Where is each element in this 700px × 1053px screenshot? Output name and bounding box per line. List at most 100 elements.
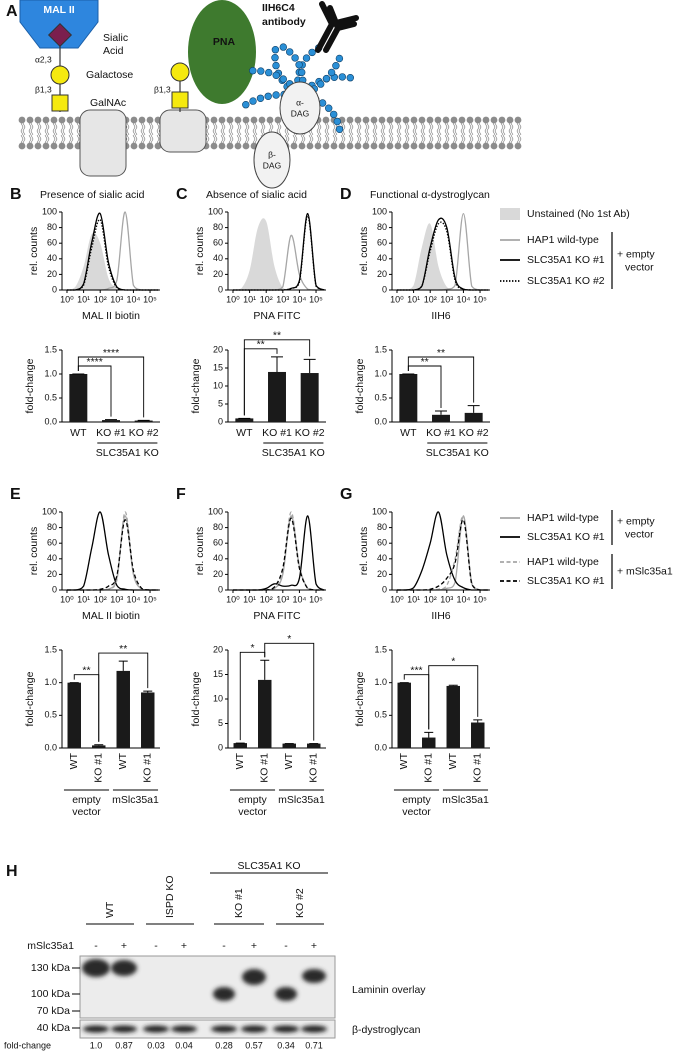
lipid-tail <box>332 122 338 144</box>
marker-label: 130 kDa <box>31 962 70 974</box>
lipid-head <box>34 142 42 150</box>
significance-label: * <box>287 633 291 645</box>
significance-label: **** <box>86 356 102 368</box>
x-axis-label: IIH6 <box>431 610 450 622</box>
x-tick-label: 10⁴ <box>456 294 470 304</box>
legend-label: HAP1 wild-type <box>527 556 599 568</box>
glycan-bead <box>298 68 306 77</box>
histogram-line <box>397 212 489 291</box>
y-tick-label: 5 <box>218 398 223 408</box>
band <box>213 987 235 1001</box>
error-bar <box>271 356 283 372</box>
y-tick-label: 100 <box>372 206 387 216</box>
x-tick-label: KO #1 <box>93 753 105 783</box>
lipid-head <box>210 116 218 124</box>
lipid-head <box>370 116 378 124</box>
y-tick-label: 60 <box>377 238 387 248</box>
lipid-head <box>130 142 138 150</box>
blot-label: Laminin overlay <box>352 984 426 996</box>
glycan-bead <box>272 61 280 70</box>
treatment-sign: + <box>251 940 257 952</box>
alpha-dag-label: DAG <box>291 108 309 118</box>
lipid-head <box>362 116 370 124</box>
y-tick-label: 100 <box>42 206 57 216</box>
lipid-tail <box>316 122 322 144</box>
bar <box>300 373 319 422</box>
sialic-acid <box>47 22 73 48</box>
lipid-head <box>394 142 402 150</box>
pna-label: PNA <box>213 36 236 48</box>
bar <box>432 414 450 422</box>
lipid-head <box>18 116 26 124</box>
x-tick-label: 10² <box>94 294 107 304</box>
error-bar <box>303 358 316 374</box>
histogram-area <box>233 218 325 290</box>
fold-change-value: 0.71 <box>305 1040 323 1050</box>
x-tick-label: 10³ <box>276 594 289 604</box>
legend-bracket-label: + empty <box>617 515 655 527</box>
band <box>171 1025 197 1033</box>
x-tick-label: KO #1 <box>423 753 435 783</box>
x-tick-label: 10² <box>260 594 273 604</box>
lane-label: WT <box>104 901 116 918</box>
galactose <box>50 65 70 85</box>
protein <box>79 109 127 177</box>
treatment-sign: - <box>222 940 226 952</box>
glycan-bead <box>242 100 250 109</box>
y-tick-label: 100 <box>42 506 57 516</box>
lipid-head <box>482 142 490 150</box>
lipid-head <box>482 116 490 124</box>
panel-title: Absence of sialic acid <box>206 189 307 201</box>
x-tick-label: 10³ <box>276 294 289 304</box>
significance-label: ** <box>437 347 445 359</box>
glycan-bead <box>308 48 316 57</box>
y-tick-label: 0.5 <box>44 710 57 720</box>
significance-label: **** <box>103 347 119 359</box>
lipid-head <box>458 142 466 150</box>
y-tick-label: 60 <box>213 538 223 548</box>
lipid-head <box>498 142 506 150</box>
y-tick-label: 0 <box>218 584 223 594</box>
y-tick-label: 15 <box>213 669 223 679</box>
lipid-head <box>226 142 234 150</box>
y-tick-label: 20 <box>377 569 387 579</box>
y-axis-label: fold-change <box>190 671 202 726</box>
significance-label: *** <box>410 664 422 676</box>
legend-label: SLC35A1 KO #1 <box>527 531 605 543</box>
band <box>83 1025 109 1033</box>
lipid-tail <box>404 122 410 144</box>
legend-label: HAP1 wild-type <box>527 512 599 524</box>
x-tick-label: 10³ <box>440 294 453 304</box>
lipid-tail <box>444 122 450 144</box>
lipid-head <box>442 116 450 124</box>
lipid-head <box>58 116 66 124</box>
y-axis-label: fold-change <box>190 358 202 413</box>
glycan-bead <box>279 43 287 51</box>
x-tick-label: 10¹ <box>243 294 256 304</box>
bar <box>69 374 88 422</box>
lipid-head <box>298 142 306 150</box>
lipid-head <box>474 142 482 150</box>
y-axis-label: rel. counts <box>28 227 40 275</box>
band <box>273 1025 299 1033</box>
antibody-label: antibody <box>262 16 306 28</box>
x-tick-label: 10³ <box>110 294 123 304</box>
lane-label: ISPD KO <box>164 875 176 918</box>
y-tick-label: 0.0 <box>44 742 57 752</box>
histogram-line <box>397 511 489 591</box>
y-tick-label: 40 <box>377 253 387 263</box>
panel-label: G <box>340 486 352 503</box>
y-axis-label: fold-change <box>24 671 36 726</box>
lipid-tail <box>380 122 386 144</box>
lipid-head <box>266 116 274 124</box>
lipid-head <box>242 142 250 150</box>
y-axis-label: fold-change <box>354 358 366 413</box>
histogram-line <box>67 511 159 591</box>
treatment-sign: + <box>311 940 317 952</box>
alpha-dag <box>279 81 321 135</box>
bar <box>92 745 106 748</box>
legend-label: SLC35A1 KO #1 <box>527 254 605 266</box>
x-tick-label: 10⁴ <box>292 594 306 604</box>
group-label: empty <box>72 794 101 806</box>
glycan-bead <box>249 97 257 105</box>
